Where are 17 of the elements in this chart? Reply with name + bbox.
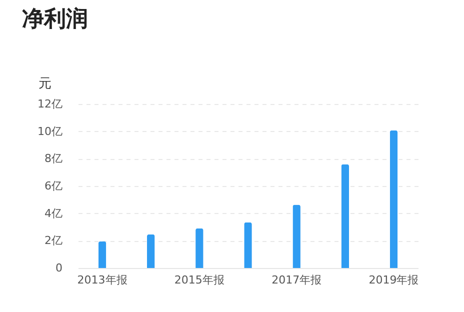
y-tick-label: 8亿 (44, 152, 62, 166)
y-tick-label: 0 (56, 262, 62, 274)
y-axis-title: 元 (38, 76, 52, 92)
y-tick-label: 6亿 (44, 180, 62, 192)
y-tick-label: 4亿 (44, 206, 62, 220)
y-tick-label: 12亿 (38, 98, 62, 110)
bar (146, 234, 155, 268)
x-tick-label: 2017年报 (272, 274, 322, 286)
bar (341, 164, 350, 268)
y-tick-label: 10亿 (38, 124, 62, 138)
x-tick-label: 2013年报 (77, 274, 128, 286)
x-tick-label: 2015年报 (174, 274, 224, 286)
bar (98, 241, 106, 268)
y-tick-label: 2亿 (44, 234, 62, 248)
bar (390, 130, 398, 268)
x-tick-label: 2019年报 (368, 274, 419, 286)
chart-title: 净利润 (22, 6, 88, 32)
